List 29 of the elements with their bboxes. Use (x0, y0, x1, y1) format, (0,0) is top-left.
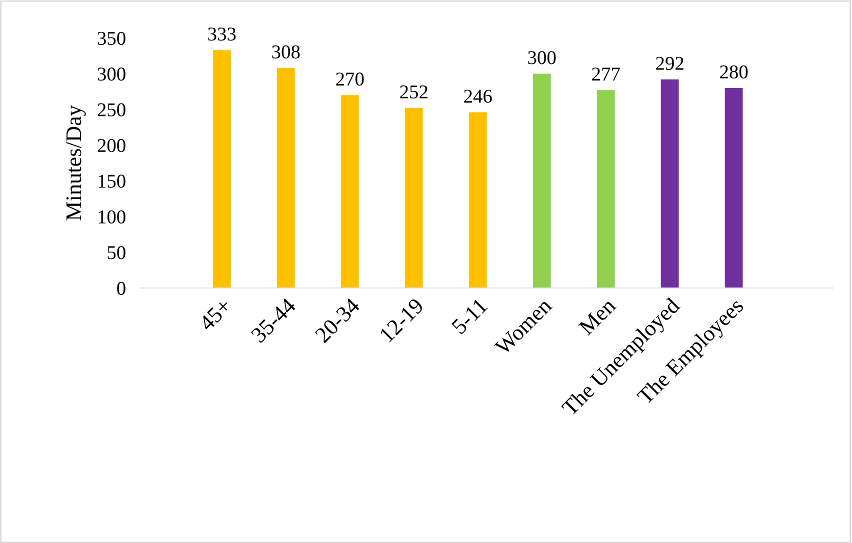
data-label: 292 (656, 56, 684, 70)
y-tick-label: 50 (108, 246, 126, 260)
data-label: 300 (528, 51, 556, 64)
y-tick-label: 150 (98, 174, 126, 188)
bar (404, 108, 423, 288)
y-tick-label: 350 (98, 32, 126, 45)
data-label: 277 (592, 68, 620, 80)
y-tick-label: 250 (98, 103, 126, 116)
bar (596, 90, 615, 288)
data-label: 333 (208, 28, 236, 41)
data-label: 308 (272, 45, 300, 58)
bar (212, 50, 231, 288)
bar (468, 112, 487, 288)
bar (724, 88, 743, 288)
y-axis-title: Minutes/Day (66, 105, 86, 220)
y-tick-label: 300 (98, 68, 126, 81)
data-label: 252 (400, 85, 428, 98)
bar (660, 79, 679, 288)
data-label: 246 (464, 90, 492, 103)
bar (340, 95, 359, 288)
y-tick-label: 0 (117, 282, 126, 295)
bar (276, 68, 295, 288)
y-tick-label: 100 (98, 210, 126, 224)
data-label: 280 (720, 65, 748, 78)
y-tick-label: 200 (98, 138, 126, 152)
data-label: 270 (336, 72, 364, 86)
bar (532, 74, 551, 288)
x-tick-label: 5-11 (451, 298, 488, 335)
x-tick-label: 45+ (198, 298, 232, 332)
